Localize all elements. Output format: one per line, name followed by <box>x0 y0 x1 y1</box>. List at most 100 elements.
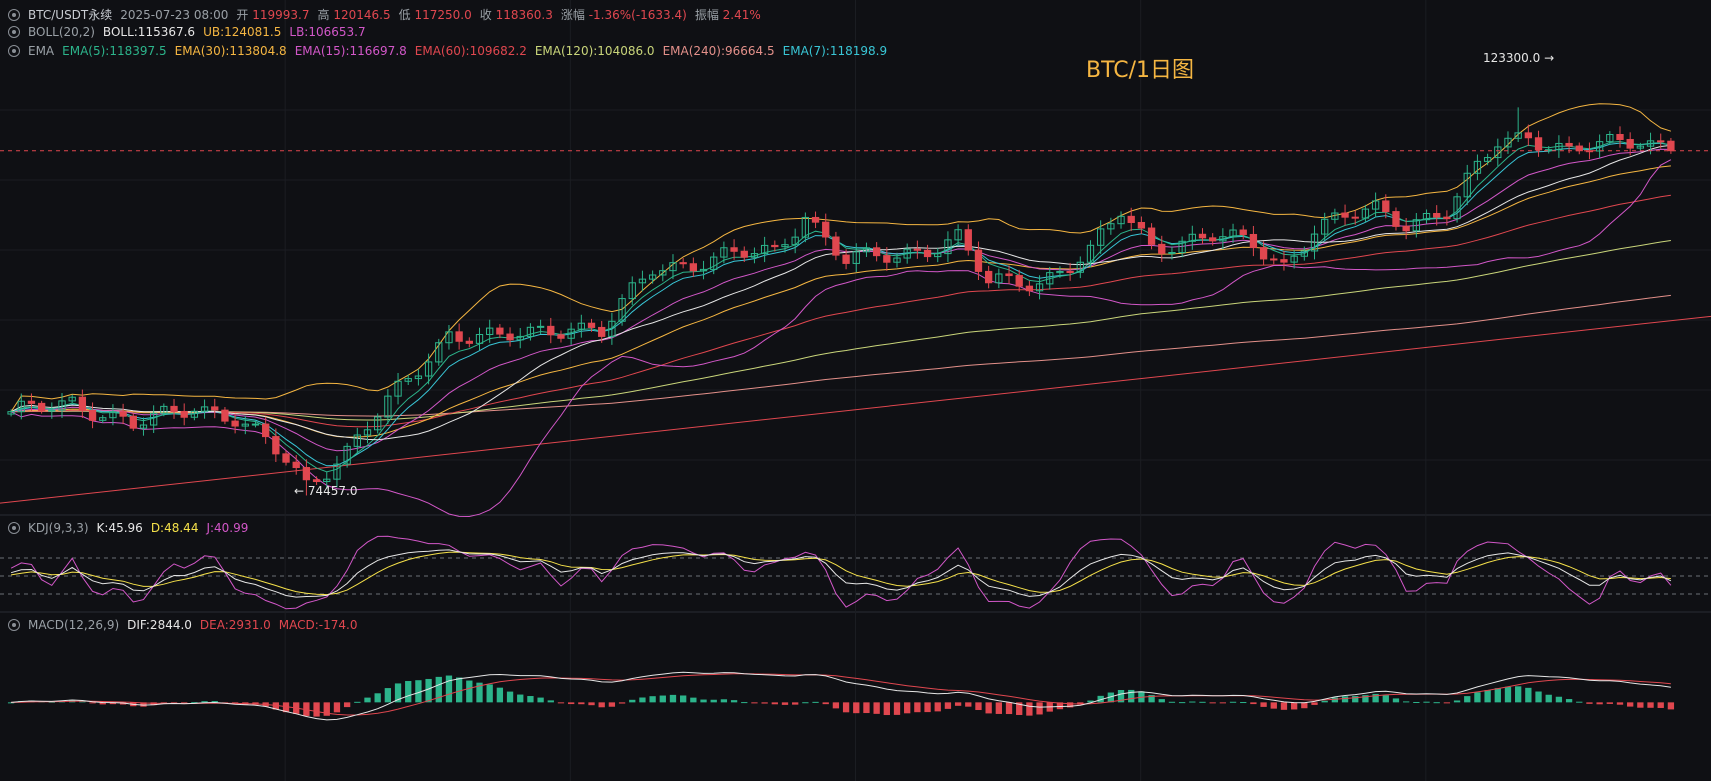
candle-body <box>832 236 840 256</box>
low-annotation: ← 74457.0 <box>294 484 358 498</box>
macd-bar <box>1382 695 1389 703</box>
macd-bar <box>1657 702 1664 708</box>
ema-item: EMA(120):104086.0 <box>534 44 655 58</box>
candle-body <box>608 320 616 337</box>
candle-body <box>822 221 830 238</box>
macd-bar <box>1219 702 1227 704</box>
candle-body <box>1565 142 1573 147</box>
candle-body <box>1463 172 1471 198</box>
candle-body <box>699 268 708 272</box>
macd-eye-icon[interactable] <box>8 619 20 631</box>
candle-body <box>1097 228 1105 246</box>
ema-eye-icon[interactable] <box>8 45 20 57</box>
candle-body <box>842 254 850 264</box>
ema-item: EMA(7):118198.9 <box>782 44 888 58</box>
visibility-eye-icon[interactable] <box>8 8 20 21</box>
macd-bar <box>1087 700 1094 703</box>
macd-bar <box>639 697 646 703</box>
macd-bar <box>700 699 707 703</box>
boll-eye-icon[interactable] <box>8 26 20 38</box>
macd-bar <box>853 702 860 714</box>
candle-body <box>659 270 667 276</box>
macd-bar <box>557 702 565 704</box>
kdj-eye-icon[interactable] <box>8 522 20 534</box>
candle-body <box>404 378 412 382</box>
candle-body <box>119 411 127 417</box>
candle-body <box>475 333 484 344</box>
macd-bar <box>1301 702 1308 709</box>
kdj-legend: KDJ(9,3,3) K:45.96 D:48.44 J:40.99 <box>0 521 248 535</box>
macd-bar <box>282 702 290 713</box>
change-value: -1.36%(-1633.4) <box>588 8 687 22</box>
macd-bar <box>1637 702 1644 708</box>
kdj-name: KDJ(9,3,3) <box>28 521 89 535</box>
macd-bar <box>7 702 15 704</box>
candle-body <box>1035 283 1044 292</box>
macd-name: MACD(12,26,9) <box>28 618 120 632</box>
macd-bar <box>201 701 208 703</box>
macd-bar <box>1515 686 1522 703</box>
candle-body <box>1076 261 1084 273</box>
candle-body <box>1351 216 1359 219</box>
macd-legend: MACD(12,26,9) DIF:2844.0 DEA:2931.0 MACD… <box>0 618 357 632</box>
ema-item: EMA(5):118397.5 <box>62 44 167 58</box>
ema-name: EMA <box>28 44 55 58</box>
candle-body <box>1229 229 1237 238</box>
macd-bar <box>1117 690 1125 703</box>
macd-bar <box>48 701 55 703</box>
close-label: 收 <box>479 8 492 22</box>
macd-bar <box>954 702 962 706</box>
macd-bar <box>1026 702 1033 716</box>
candle-body <box>883 255 891 263</box>
candle-body <box>730 247 738 252</box>
macd-bar <box>1586 702 1593 704</box>
candle-body <box>99 417 107 421</box>
candle-body <box>567 328 575 339</box>
candle-body <box>1188 233 1196 242</box>
candle-body <box>954 229 962 241</box>
macd-bar <box>1321 700 1328 703</box>
macd-bar <box>1178 702 1186 704</box>
candle-body <box>740 250 748 258</box>
macd-bar <box>1596 702 1603 705</box>
close-value: 118360.3 <box>495 8 553 22</box>
candle-body <box>1056 271 1064 274</box>
macd-bar <box>1565 699 1573 703</box>
macd-bar <box>466 680 473 703</box>
macd-dea: DEA:2931.0 <box>199 618 271 632</box>
macd-bar <box>476 682 483 703</box>
candle-body <box>872 247 881 257</box>
macd-bar <box>1402 701 1410 703</box>
macd-bar <box>1494 688 1501 703</box>
ema-item: EMA(60):109682.2 <box>414 44 527 58</box>
candle-body <box>139 424 148 429</box>
macd-bar <box>618 702 626 704</box>
kdj-j: J:40.99 <box>206 521 249 535</box>
candle-body <box>536 325 545 328</box>
candle-body <box>1514 132 1522 139</box>
kdj-j-line <box>10 535 1672 610</box>
macd-bar <box>211 701 218 703</box>
macd-bar <box>303 702 310 716</box>
high-label: 高 <box>317 8 330 22</box>
candle-body <box>1412 219 1420 232</box>
macd-bar <box>364 697 371 703</box>
high-value: 120146.5 <box>333 8 391 22</box>
kdj-d-line <box>11 551 1671 596</box>
candle-body <box>251 423 260 426</box>
macd-bar <box>99 702 106 705</box>
candle-body <box>1015 275 1023 287</box>
candle-body <box>598 326 606 337</box>
macd-bar <box>863 702 870 714</box>
candle-body <box>1575 145 1583 152</box>
macd-bar <box>1240 702 1247 704</box>
macd-bar <box>751 702 758 704</box>
macd-bar <box>435 676 442 703</box>
macd-bar <box>567 702 575 705</box>
macd-bar <box>1229 701 1237 703</box>
macd-bar <box>1464 696 1471 703</box>
macd-bar <box>1413 701 1420 703</box>
candle-body <box>445 331 453 344</box>
boll-lb: LB:106653.7 <box>289 25 366 39</box>
